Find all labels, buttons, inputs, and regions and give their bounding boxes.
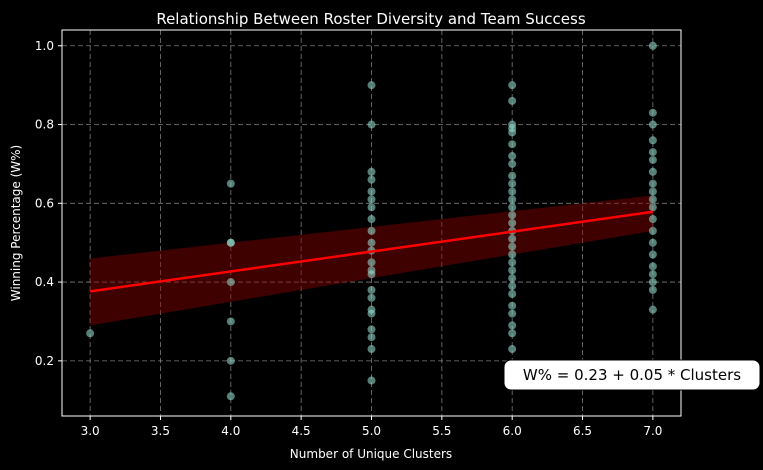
data-point <box>367 226 376 235</box>
data-points <box>86 41 657 401</box>
x-tick-label: 5.0 <box>362 424 381 438</box>
equation-annotation: W% = 0.23 + 0.05 * Clusters <box>503 359 761 391</box>
x-tick-label: 3.0 <box>81 424 100 438</box>
data-point <box>508 345 517 354</box>
data-point <box>508 301 517 310</box>
data-point <box>367 167 376 176</box>
data-point <box>367 285 376 294</box>
data-point <box>648 179 657 188</box>
y-tick-label: 1.0 <box>35 39 54 53</box>
data-point <box>648 167 657 176</box>
data-point <box>508 159 517 168</box>
data-point <box>508 96 517 105</box>
data-point <box>508 329 517 338</box>
data-point <box>226 179 235 188</box>
x-axis-ticks: 3.0 3.5 4.0 4.5 5.0 5.5 6.0 6.5 7.0 <box>81 416 662 438</box>
annotation-text: W% = 0.23 + 0.05 * Clusters <box>523 366 741 384</box>
data-point <box>648 148 657 157</box>
data-point <box>508 282 517 291</box>
data-point <box>508 211 517 220</box>
x-tick-label: 6.0 <box>503 424 522 438</box>
x-tick-label: 6.5 <box>573 424 592 438</box>
data-point <box>508 242 517 251</box>
regression-line <box>89 210 654 293</box>
regression-line-layer <box>89 210 654 293</box>
y-tick-label: 0.4 <box>35 275 54 289</box>
data-point <box>508 152 517 161</box>
data-point <box>226 317 235 326</box>
data-point <box>226 392 235 401</box>
data-point <box>367 345 376 354</box>
data-point <box>367 325 376 334</box>
data-point <box>648 155 657 164</box>
chart-title: Relationship Between Roster Diversity an… <box>156 10 586 28</box>
data-point <box>508 234 517 243</box>
data-point <box>367 195 376 204</box>
data-point <box>508 274 517 283</box>
data-point <box>648 285 657 294</box>
data-point <box>648 215 657 224</box>
x-tick-label: 7.0 <box>643 424 662 438</box>
y-tick-label: 0.2 <box>35 354 54 368</box>
data-point <box>648 278 657 287</box>
data-point <box>648 41 657 50</box>
data-point <box>367 120 376 129</box>
x-tick-label: 3.5 <box>151 424 170 438</box>
data-point <box>508 203 517 212</box>
data-point <box>648 305 657 314</box>
data-point <box>648 203 657 212</box>
data-point <box>648 120 657 129</box>
data-point <box>508 258 517 267</box>
x-tick-label: 4.5 <box>292 424 311 438</box>
x-axis-label: Number of Unique Clusters <box>290 447 452 461</box>
data-point <box>508 81 517 90</box>
data-point <box>648 108 657 117</box>
data-point <box>367 258 376 267</box>
data-point <box>648 226 657 235</box>
data-point <box>648 238 657 247</box>
data-point <box>367 333 376 342</box>
data-point <box>508 187 517 196</box>
data-point <box>508 140 517 149</box>
data-point <box>508 289 517 298</box>
data-point <box>648 195 657 204</box>
x-tick-label: 5.5 <box>432 424 451 438</box>
data-point <box>367 266 376 275</box>
data-point <box>367 175 376 184</box>
data-point <box>508 120 517 129</box>
data-point <box>86 329 95 338</box>
data-point <box>648 187 657 196</box>
data-point <box>367 187 376 196</box>
y-tick-label: 0.8 <box>35 118 54 132</box>
data-point <box>226 356 235 365</box>
y-axis-label: Winning Percentage (W%) <box>9 145 23 301</box>
data-point <box>367 293 376 302</box>
data-point <box>367 238 376 247</box>
data-point <box>508 321 517 330</box>
data-point <box>226 238 235 247</box>
data-point <box>367 376 376 385</box>
annotation-box <box>503 359 761 391</box>
data-point <box>508 266 517 275</box>
data-point <box>508 219 517 227</box>
data-point <box>648 136 657 145</box>
data-point <box>648 262 657 271</box>
x-tick-label: 4.0 <box>221 424 240 438</box>
data-point <box>508 179 517 188</box>
data-point <box>648 270 657 279</box>
data-point <box>508 250 517 259</box>
data-point <box>508 195 517 204</box>
y-tick-label: 0.6 <box>35 196 54 210</box>
data-point <box>226 278 235 287</box>
y-axis-ticks: 0.2 0.4 0.6 0.8 1.0 <box>35 39 62 368</box>
data-point <box>367 305 376 314</box>
data-point <box>367 203 376 212</box>
data-point <box>508 171 517 180</box>
data-point <box>367 81 376 90</box>
data-point <box>648 250 657 259</box>
data-point <box>367 215 376 224</box>
data-point <box>508 309 517 318</box>
